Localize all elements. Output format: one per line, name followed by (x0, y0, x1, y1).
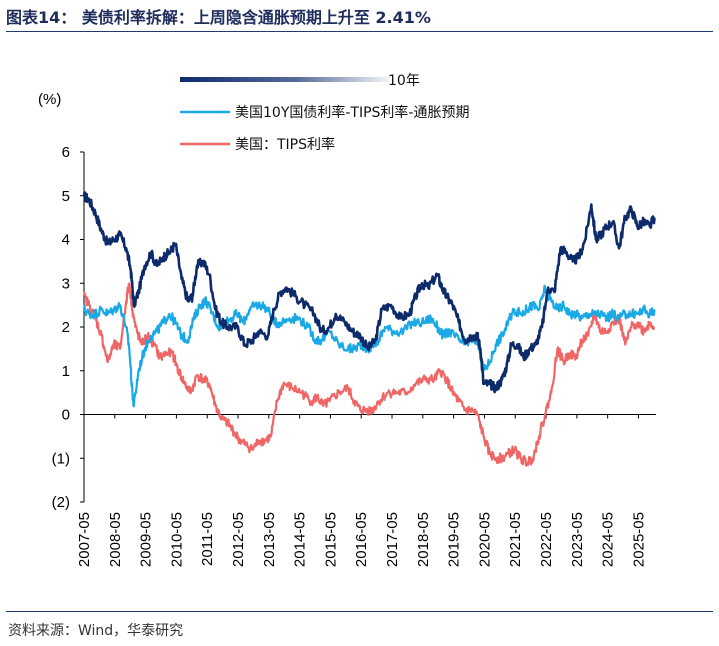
title-divider (6, 31, 713, 32)
chart-title: 图表14： 美债利率拆解：上周隐含通胀预期上升至 2.41% (6, 8, 431, 27)
source-note: 资料来源：Wind，华泰研究 (8, 623, 184, 639)
legend-breakeven: 美国10Y国债利率-TIPS利率-通胀预期 (180, 104, 469, 121)
x-tick-label: 2022-05 (538, 512, 555, 567)
x-tick-label: 2025-05 (630, 512, 647, 567)
y-tick-label: 1 (62, 363, 70, 380)
y-tick-label: (2) (52, 494, 70, 511)
x-tick-label: 2024-05 (600, 512, 617, 567)
series-line-tips (82, 282, 656, 467)
x-tick-label: 2007-05 (76, 512, 93, 567)
x-tick-label: 2008-05 (107, 512, 124, 567)
x-tick-label: 2015-05 (322, 512, 339, 567)
x-tick-label: 2023-05 (569, 512, 586, 567)
x-tick-label: 2016-05 (353, 512, 370, 567)
legend-swatch (180, 77, 390, 82)
x-tick-label: 2017-05 (384, 512, 401, 567)
legend-label: 10年 (388, 73, 420, 89)
x-tick-label: 2013-05 (261, 512, 278, 567)
y-tick-label: 0 (62, 407, 70, 424)
y-tick-label: 4 (62, 232, 70, 249)
x-tick-label: 2019-05 (446, 512, 463, 567)
x-tick-label: 2012-05 (230, 512, 247, 567)
y-tick-label: 2 (62, 319, 70, 336)
legend-label: 美国10Y国债利率-TIPS利率-通胀预期 (235, 104, 469, 121)
y-axis-label: (%) (38, 91, 61, 108)
x-tick-label: 2018-05 (415, 512, 432, 567)
footer-divider (6, 611, 713, 612)
x-tick-label: 2011-05 (199, 512, 216, 566)
y-tick-label: 6 (62, 144, 70, 161)
legend-label: 美国：TIPS利率 (235, 136, 335, 153)
y-tick-label: 3 (62, 275, 70, 292)
x-tick-label: 2020-05 (476, 512, 493, 567)
x-tick-label: 2014-05 (292, 512, 309, 567)
x-tick-label: 2021-05 (507, 512, 524, 567)
series-line-breakeven (82, 284, 656, 408)
series-line-10y (82, 191, 656, 394)
legend-tips: 美国：TIPS利率 (180, 136, 335, 153)
x-tick-label: 2010-05 (168, 512, 185, 567)
y-tick-label: 5 (62, 188, 70, 205)
x-tick-label: 2009-05 (138, 512, 155, 567)
legend-10y: 10年 (180, 73, 420, 89)
y-tick-label: (1) (52, 450, 70, 467)
